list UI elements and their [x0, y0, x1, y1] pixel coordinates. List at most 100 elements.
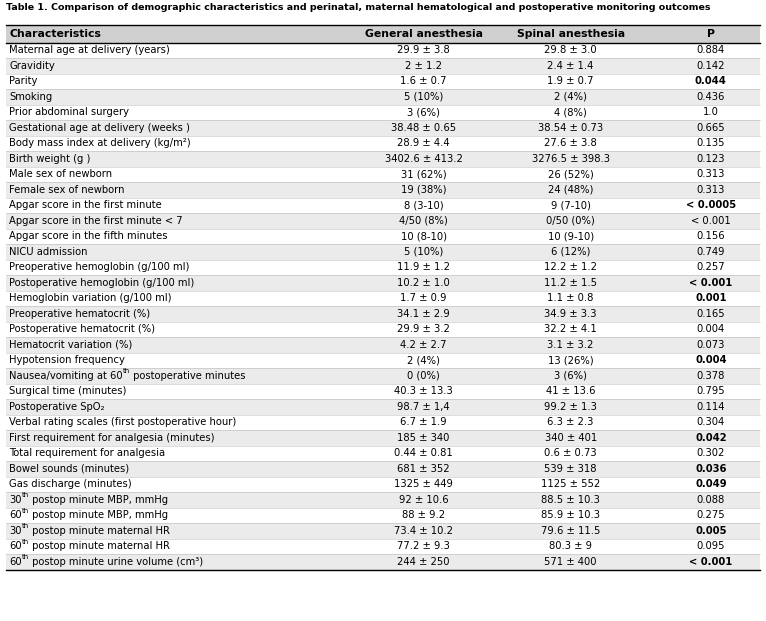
Text: postop minute MBP, mmHg: postop minute MBP, mmHg [29, 495, 168, 505]
Text: 1125 ± 552: 1125 ± 552 [541, 479, 601, 489]
Text: General anesthesia: General anesthesia [365, 29, 483, 39]
Text: Birth weight (g ): Birth weight (g ) [9, 154, 90, 164]
Text: 11.9 ± 1.2: 11.9 ± 1.2 [397, 262, 450, 273]
Bar [6, 291, 760, 306]
Bar [6, 182, 760, 197]
Text: 0.004: 0.004 [695, 355, 727, 365]
Text: Parity: Parity [9, 76, 38, 86]
Text: < 0.001: < 0.001 [689, 557, 732, 567]
Text: < 0.001: < 0.001 [689, 278, 732, 288]
Bar [6, 368, 760, 384]
Bar [6, 120, 760, 135]
Text: 0.44 ± 0.81: 0.44 ± 0.81 [394, 448, 453, 458]
Text: Bowel sounds (minutes): Bowel sounds (minutes) [9, 464, 129, 474]
Text: Apgar score in the first minute < 7: Apgar score in the first minute < 7 [9, 216, 183, 226]
Text: 340 ± 401: 340 ± 401 [545, 433, 597, 443]
Text: 3402.6 ± 413.2: 3402.6 ± 413.2 [385, 154, 463, 164]
Text: 3 (6%): 3 (6%) [408, 107, 440, 117]
Text: Preoperative hematocrit (%): Preoperative hematocrit (%) [9, 309, 150, 319]
Text: 571 ± 400: 571 ± 400 [545, 557, 597, 567]
Text: 6.3 ± 2.3: 6.3 ± 2.3 [548, 417, 594, 427]
Text: 40.3 ± 13.3: 40.3 ± 13.3 [394, 386, 453, 396]
Text: 539 ± 318: 539 ± 318 [545, 464, 597, 474]
Bar [6, 43, 760, 58]
Text: 88 ± 9.2: 88 ± 9.2 [402, 510, 445, 520]
Text: 0.114: 0.114 [696, 402, 725, 412]
Text: Hypotension frequency: Hypotension frequency [9, 355, 125, 365]
Text: 12.2 ± 1.2: 12.2 ± 1.2 [544, 262, 597, 273]
Text: Verbal rating scales (first postoperative hour): Verbal rating scales (first postoperativ… [9, 417, 237, 427]
Text: postop minute maternal HR: postop minute maternal HR [29, 542, 170, 551]
Text: Postoperative hemoglobin (g/100 ml): Postoperative hemoglobin (g/100 ml) [9, 278, 195, 288]
Text: 41 ± 13.6: 41 ± 13.6 [546, 386, 595, 396]
Text: Postoperative SpO₂: Postoperative SpO₂ [9, 402, 105, 412]
Text: 2 (4%): 2 (4%) [555, 92, 587, 102]
Text: 24 (48%): 24 (48%) [548, 185, 594, 195]
Text: 3276.5 ± 398.3: 3276.5 ± 398.3 [532, 154, 610, 164]
Bar [6, 58, 760, 74]
Text: 2.4 ± 1.4: 2.4 ± 1.4 [548, 61, 594, 71]
Text: Prior abdominal surgery: Prior abdominal surgery [9, 107, 129, 117]
Text: Female sex of newborn: Female sex of newborn [9, 185, 125, 195]
Text: Smoking: Smoking [9, 92, 52, 102]
Text: 3.1 ± 3.2: 3.1 ± 3.2 [548, 340, 594, 350]
Bar [6, 538, 760, 554]
Bar [6, 275, 760, 291]
Text: postoperative minutes: postoperative minutes [130, 371, 246, 381]
Bar [6, 476, 760, 492]
Text: Hematocrit variation (%): Hematocrit variation (%) [9, 340, 133, 350]
Text: 29.9 ± 3.2: 29.9 ± 3.2 [397, 324, 450, 334]
Bar [6, 25, 760, 43]
Text: 0.302: 0.302 [696, 448, 725, 458]
Text: 0.6 ± 0.73: 0.6 ± 0.73 [545, 448, 597, 458]
Bar [6, 337, 760, 353]
Text: Maternal age at delivery (years): Maternal age at delivery (years) [9, 45, 170, 55]
Text: 1325 ± 449: 1325 ± 449 [394, 479, 453, 489]
Text: 30: 30 [9, 495, 21, 505]
Bar [6, 461, 760, 476]
Bar [6, 446, 760, 461]
Bar [6, 399, 760, 415]
Text: th: th [123, 368, 130, 374]
Text: 0.044: 0.044 [695, 76, 727, 86]
Text: 0.004: 0.004 [697, 324, 725, 334]
Text: 28.9 ± 4.4: 28.9 ± 4.4 [398, 138, 450, 148]
Bar [6, 492, 760, 507]
Text: Apgar score in the first minute: Apgar score in the first minute [9, 201, 162, 211]
Bar [6, 197, 760, 213]
Bar [6, 151, 760, 166]
Bar [6, 507, 760, 523]
Text: 0 (0%): 0 (0%) [408, 371, 440, 381]
Text: 0.049: 0.049 [695, 479, 727, 489]
Text: 185 ± 340: 185 ± 340 [398, 433, 450, 443]
Bar [6, 244, 760, 260]
Text: Spinal anesthesia: Spinal anesthesia [516, 29, 625, 39]
Bar [6, 384, 760, 399]
Text: 26 (52%): 26 (52%) [548, 170, 594, 179]
Text: 27.6 ± 3.8: 27.6 ± 3.8 [545, 138, 597, 148]
Text: Hemoglobin variation (g/100 ml): Hemoglobin variation (g/100 ml) [9, 293, 172, 303]
Text: 0.665: 0.665 [696, 123, 725, 133]
Text: Gravidity: Gravidity [9, 61, 55, 71]
Text: Body mass index at delivery (kg/m²): Body mass index at delivery (kg/m²) [9, 138, 191, 148]
Text: 60: 60 [9, 542, 21, 551]
Text: 0.095: 0.095 [696, 542, 725, 551]
Text: 38.54 ± 0.73: 38.54 ± 0.73 [538, 123, 604, 133]
Bar [6, 353, 760, 368]
Text: Apgar score in the fifth minutes: Apgar score in the fifth minutes [9, 232, 168, 242]
Text: th: th [21, 524, 29, 529]
Text: 92 ± 10.6: 92 ± 10.6 [399, 495, 448, 505]
Text: 0.257: 0.257 [696, 262, 725, 273]
Text: 10 (9-10): 10 (9-10) [548, 232, 594, 242]
Bar [6, 523, 760, 538]
Bar [6, 213, 760, 229]
Text: Preoperative hemoglobin (g/100 ml): Preoperative hemoglobin (g/100 ml) [9, 262, 189, 273]
Text: postop minute MBP, mmHg: postop minute MBP, mmHg [29, 510, 169, 520]
Text: 73.4 ± 10.2: 73.4 ± 10.2 [394, 526, 453, 536]
Text: Gas discharge (minutes): Gas discharge (minutes) [9, 479, 132, 489]
Text: th: th [21, 492, 29, 498]
Text: 0.088: 0.088 [697, 495, 725, 505]
Text: 30: 30 [9, 526, 21, 536]
Text: 2 ± 1.2: 2 ± 1.2 [405, 61, 442, 71]
Text: 29.9 ± 3.8: 29.9 ± 3.8 [398, 45, 450, 55]
